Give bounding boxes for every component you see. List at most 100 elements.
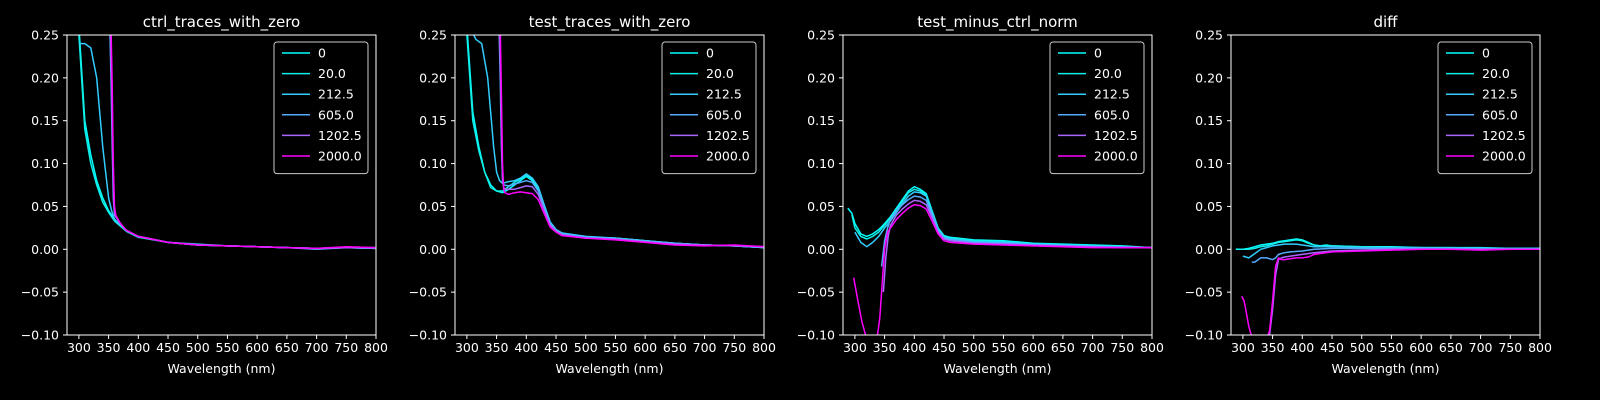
- x-tick-label: 750: [334, 340, 358, 355]
- series-line-2: [473, 35, 764, 249]
- legend-label: 212.5: [318, 87, 354, 102]
- x-tick-label: 550: [1380, 340, 1404, 355]
- legend-label: 2000.0: [318, 149, 362, 164]
- x-tick-label: 300: [1231, 340, 1255, 355]
- y-tick-label: 0.10: [31, 156, 59, 171]
- series-line-4: [1268, 248, 1540, 335]
- x-tick-label: 600: [245, 340, 269, 355]
- legend-label: 605.0: [706, 107, 742, 122]
- legend-label: 2000.0: [706, 149, 750, 164]
- y-tick-label: 0.10: [419, 156, 447, 171]
- axes-frame: [454, 34, 765, 336]
- series-line-5: [110, 35, 376, 250]
- legend-label: 1202.5: [1094, 128, 1138, 143]
- y-tick-label: −0.10: [1185, 328, 1223, 343]
- legend-label: 0: [1482, 46, 1490, 61]
- y-tick-label: 0.15: [807, 113, 835, 128]
- x-tick-label: 350: [97, 340, 121, 355]
- x-tick-label: 650: [275, 340, 299, 355]
- series-group: [847, 185, 1152, 335]
- x-tick-label: 450: [1320, 340, 1344, 355]
- y-tick-label: 0.20: [807, 70, 835, 85]
- legend-label: 212.5: [1482, 87, 1518, 102]
- series-line-5: [499, 35, 764, 248]
- x-tick-label: 300: [455, 340, 479, 355]
- y-tick-label: 0.20: [419, 70, 447, 85]
- chart-title: test_traces_with_zero: [529, 13, 691, 32]
- x-tick-label: 700: [1081, 340, 1105, 355]
- x-tick-label: 800: [1528, 340, 1552, 355]
- x-tick-label: 600: [1021, 340, 1045, 355]
- y-tick-label: 0.25: [1195, 28, 1223, 43]
- series-group: [78, 35, 376, 251]
- legend-label: 2000.0: [1094, 149, 1138, 164]
- series-line-3: [1251, 247, 1540, 263]
- y-tick-label: 0.05: [807, 199, 835, 214]
- series-group: [466, 35, 764, 249]
- y-tick-label: 0.05: [419, 199, 447, 214]
- x-tick-label: 750: [1110, 340, 1134, 355]
- x-axis-label: Wavelength (nm): [556, 361, 664, 376]
- x-tick-label: 800: [1140, 340, 1164, 355]
- legend-box: [273, 41, 369, 175]
- legend-label: 20.0: [1094, 66, 1122, 81]
- legend-label: 605.0: [1094, 107, 1130, 122]
- chart-panel-1: test_traces_with_zero 300 350 400 450 500 550 6…: [409, 13, 776, 376]
- legend-label: 0: [706, 46, 714, 61]
- legend-label: 212.5: [1094, 87, 1130, 102]
- x-tick-label: 450: [544, 340, 568, 355]
- y-tick-label: 0.10: [1195, 156, 1223, 171]
- x-axis-label: Wavelength (nm): [168, 361, 276, 376]
- x-tick-label: 500: [574, 340, 598, 355]
- y-tick-label: 0.00: [31, 242, 59, 257]
- x-tick-label: 550: [604, 340, 628, 355]
- legend-label: 605.0: [1482, 107, 1518, 122]
- x-tick-label: 700: [693, 340, 717, 355]
- series-line-0: [847, 185, 1152, 249]
- legend-label: 20.0: [318, 66, 346, 81]
- x-tick-label: 400: [1290, 340, 1314, 355]
- x-tick-label: 300: [843, 340, 867, 355]
- chart-panel-3: diff 300 350 400 450 500 550 600 650 700 750 800 −0.…: [1185, 13, 1552, 376]
- axes-frame: [1230, 34, 1541, 336]
- legend: 0 20.0 212.5 605.0 1202.5 2000.0: [1049, 41, 1145, 175]
- x-tick-label: 800: [752, 340, 776, 355]
- x-tick-label: 500: [186, 340, 210, 355]
- x-tick-label: 500: [1350, 340, 1374, 355]
- x-tick-label: 400: [126, 340, 150, 355]
- chart-panel-0: ctrl_traces_with_zero 300 350 400 450 500 550 6…: [21, 13, 388, 376]
- legend-label: 2000.0: [1482, 149, 1526, 164]
- y-tick-label: 0.00: [807, 242, 835, 257]
- y-tick-label: 0.25: [807, 28, 835, 43]
- legend: 0 20.0 212.5 605.0 1202.5 2000.0: [661, 41, 757, 175]
- x-tick-label: 350: [485, 340, 509, 355]
- legend-label: 1202.5: [706, 128, 750, 143]
- legend: 0 20.0 212.5 605.0 1202.5 2000.0: [1437, 41, 1533, 175]
- x-axis-label: Wavelength (nm): [1332, 361, 1440, 376]
- x-tick-label: 750: [722, 340, 746, 355]
- x-tick-label: 500: [962, 340, 986, 355]
- chart-title: ctrl_traces_with_zero: [143, 13, 300, 32]
- chart-panel-2: test_minus_ctrl_norm 300 350 400 450 500 550 60…: [797, 13, 1164, 376]
- legend-box: [1049, 41, 1145, 175]
- axes-frame: [66, 34, 377, 336]
- y-tick-label: 0.25: [419, 28, 447, 43]
- x-tick-label: 350: [1261, 340, 1285, 355]
- y-tick-label: −0.05: [1185, 285, 1223, 300]
- x-tick-label: 650: [1051, 340, 1075, 355]
- series-line-4: [882, 199, 1152, 293]
- chart-title: diff: [1373, 13, 1398, 31]
- y-tick-label: −0.05: [409, 285, 447, 300]
- legend-label: 20.0: [1482, 66, 1510, 81]
- x-tick-label: 550: [992, 340, 1016, 355]
- chart-title: test_minus_ctrl_norm: [917, 13, 1078, 32]
- x-tick-label: 450: [932, 340, 956, 355]
- y-tick-label: −0.10: [21, 328, 59, 343]
- y-tick-label: −0.05: [797, 285, 835, 300]
- legend-label: 1202.5: [318, 128, 362, 143]
- y-tick-label: 0.00: [1195, 242, 1223, 257]
- y-tick-label: 0.00: [419, 242, 447, 257]
- legend-box: [1437, 41, 1533, 175]
- series-line-5: [852, 203, 1152, 335]
- series-line-2: [854, 191, 1152, 249]
